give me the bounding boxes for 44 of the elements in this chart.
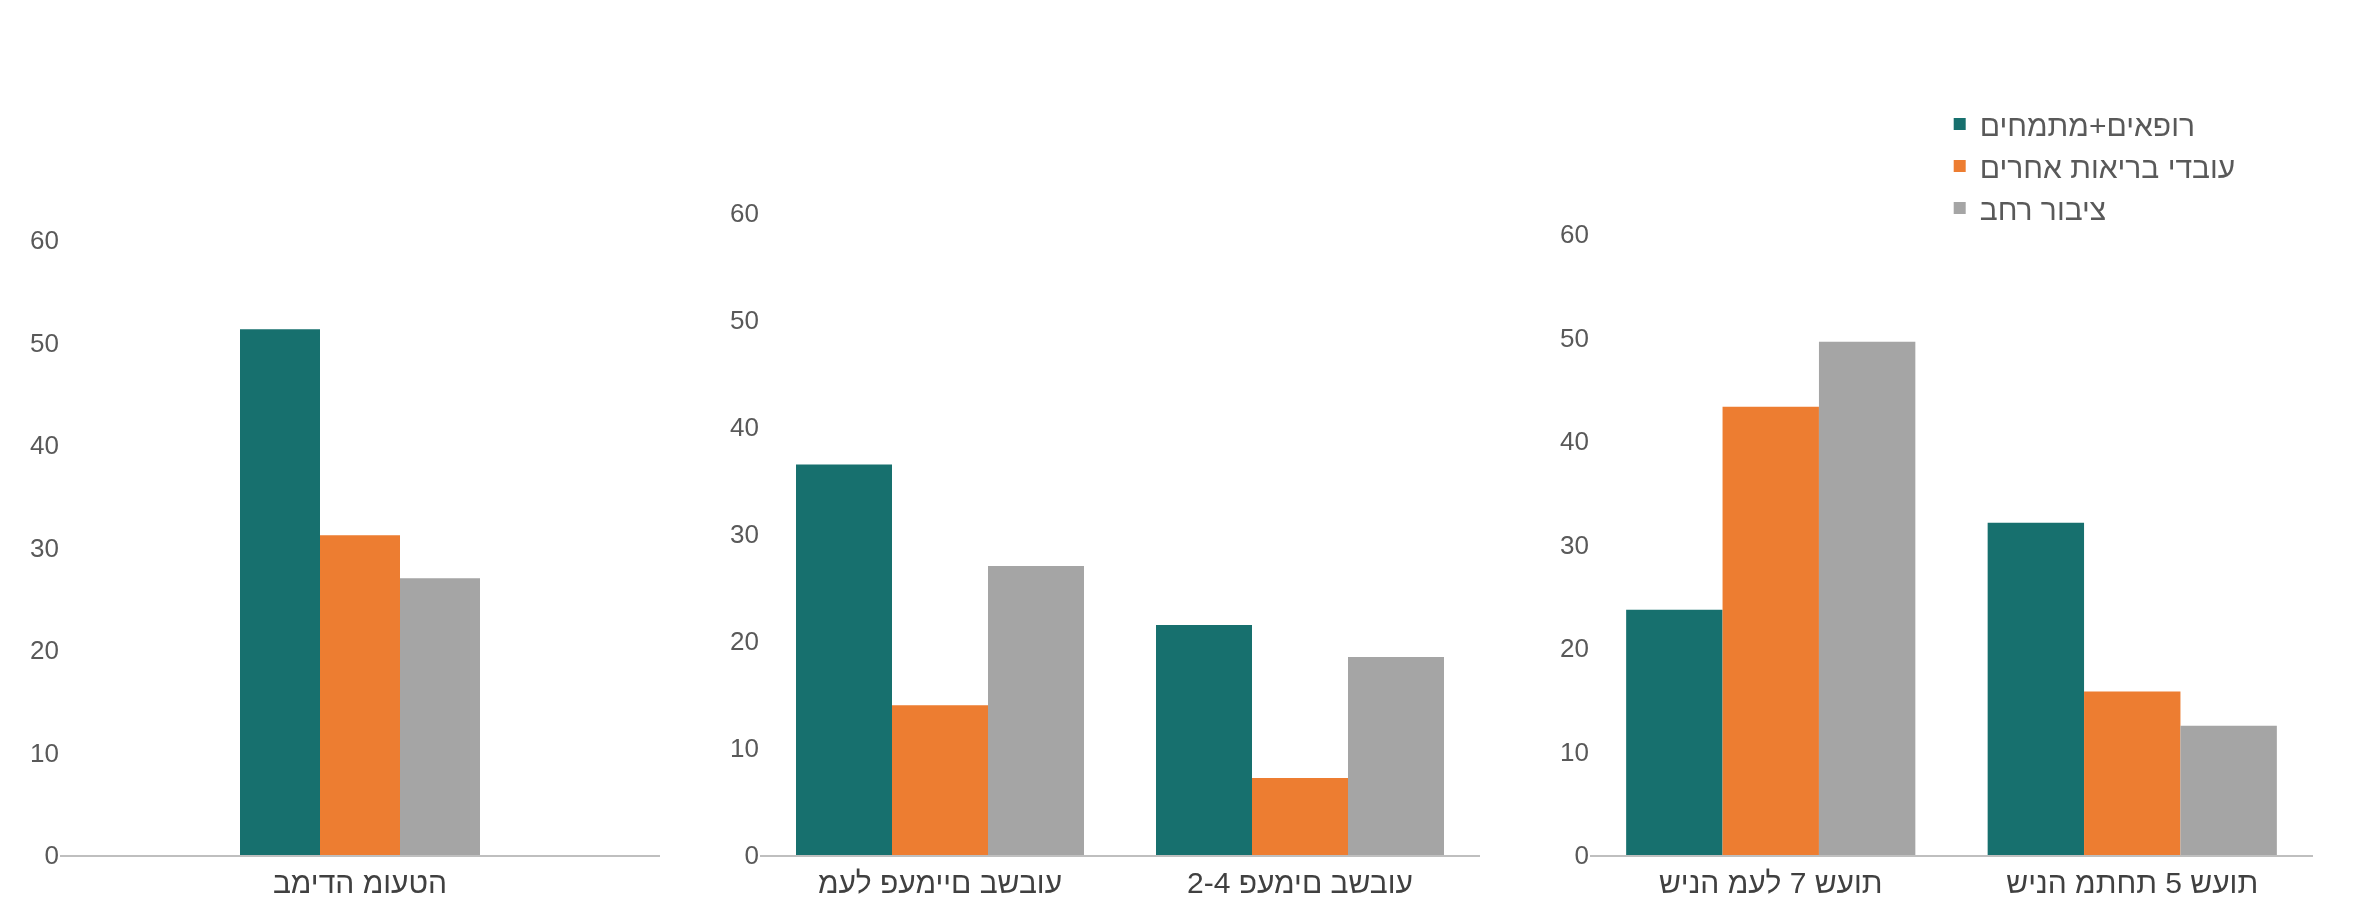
bar [400, 578, 480, 855]
y-tick-label: 20 [30, 635, 59, 666]
bar [892, 705, 988, 855]
y-tick-label: 10 [1560, 736, 1589, 767]
y-tick-label: 50 [730, 305, 759, 336]
y-tick-label: 30 [730, 519, 759, 550]
y-tick-label: 30 [1560, 529, 1589, 560]
bar [1722, 406, 1819, 855]
bar [2084, 691, 2181, 855]
y-tick-label: 60 [1560, 219, 1589, 250]
y-tick-label: 20 [1560, 633, 1589, 664]
x-tick-label: תועש 7 לעמ הניש [1658, 866, 1883, 899]
y-tick-label: 40 [730, 412, 759, 443]
y-tick-label: 10 [30, 737, 59, 768]
y-tick-label: 10 [730, 733, 759, 764]
y-tick-label: 60 [730, 198, 759, 229]
y-tick-label: 60 [30, 225, 59, 256]
x-tick-label: הטעומ הדימב [272, 866, 448, 899]
y-tick-label: 20 [730, 626, 759, 657]
bar [796, 464, 892, 855]
bar [1626, 609, 1723, 855]
y-tick-label: 40 [30, 430, 59, 461]
y-tick-label: 50 [30, 327, 59, 358]
x-tick-label: עובשב םיימעפ לעמ [817, 866, 1063, 899]
bar [1156, 624, 1252, 855]
legend-label: עובדי בריאות אחרים [1979, 150, 2236, 184]
bar [2180, 725, 2277, 855]
legend-label: ציבור רחב [1979, 192, 2107, 226]
bar [1987, 522, 2085, 855]
bar [988, 566, 1084, 855]
x-tick-label: עובשב םימעפ 2-4 [1186, 866, 1414, 899]
bar [1818, 341, 1916, 855]
y-tick-label: 50 [1560, 322, 1589, 353]
y-tick-label: 30 [30, 532, 59, 563]
bar [320, 535, 400, 855]
y-tick-label: 0 [744, 840, 759, 871]
x-tick-label: תועש 5 תחתמ הניש [2006, 866, 2259, 899]
y-tick-label: 40 [1560, 426, 1589, 457]
y-tick-label: 0 [44, 840, 59, 871]
bar [1348, 657, 1444, 855]
bar [1252, 777, 1348, 855]
bar [240, 329, 320, 855]
legend-label: רופאים+מתמחים [1979, 108, 2195, 142]
y-tick-label: 0 [1574, 840, 1589, 871]
